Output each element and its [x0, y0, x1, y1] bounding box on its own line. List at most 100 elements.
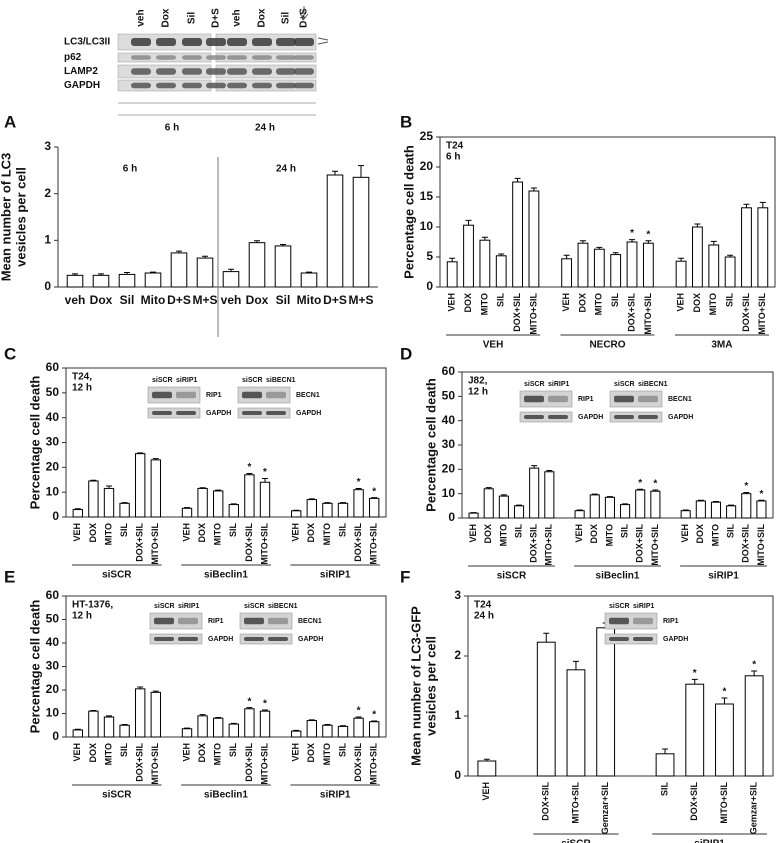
- x-tick-label: SIL: [726, 524, 736, 539]
- error-bar: [531, 465, 538, 469]
- bar: [610, 254, 622, 288]
- error-bar: [358, 165, 364, 178]
- x-tick-label: MITO+SIL: [369, 523, 379, 565]
- inset-lane-label: siSCR: [154, 603, 175, 610]
- inset-membrane: [604, 633, 658, 645]
- y-tick-label: 10: [420, 219, 434, 233]
- error-bar: [324, 724, 331, 726]
- y-tick-label: 60: [46, 588, 60, 602]
- blot-arrowhead: [299, 13, 309, 20]
- bar: [593, 248, 605, 288]
- error-bar: [758, 499, 765, 501]
- x-tick-label: Gemzar+SIL: [600, 782, 610, 835]
- plot-title: HT-1376,: [72, 600, 113, 611]
- blot-band: [252, 55, 272, 60]
- blot-band: [206, 55, 226, 60]
- bar: [291, 730, 302, 738]
- significance-mark: *: [693, 668, 697, 679]
- y-tick-label: 60: [442, 364, 456, 378]
- blot-band: [294, 82, 314, 89]
- y-axis-label: Percentage cell death: [27, 600, 42, 734]
- error-bar: [254, 240, 260, 243]
- bar: [228, 504, 239, 518]
- x-tick-label: Sil: [276, 293, 291, 307]
- error-bar: [728, 504, 735, 506]
- x-tick-label: MITO+SIL: [528, 293, 538, 335]
- inset-band: [633, 637, 653, 641]
- bar: [724, 256, 736, 288]
- bar: [135, 453, 146, 518]
- x-tick-label: MITO: [710, 524, 720, 546]
- error-bar: [596, 246, 603, 250]
- y-axis-label: Percentage cell death: [27, 376, 42, 510]
- plot-frame: [467, 595, 774, 777]
- y-axis-label: Percentage cell death: [423, 378, 438, 512]
- x-tick-label: Mito: [141, 293, 166, 307]
- blot-band: [227, 68, 247, 75]
- bar: [88, 710, 99, 738]
- inset-band: [524, 395, 544, 403]
- y-tick-label: 30: [46, 659, 60, 673]
- blot-band: [182, 38, 202, 46]
- group-label: siRIP1: [694, 839, 725, 843]
- y-tick-label: 0: [44, 279, 51, 293]
- inset-row-label: GAPDH: [298, 636, 323, 643]
- error-bar: [152, 458, 159, 460]
- bar: [150, 691, 161, 738]
- x-tick-label: VEH: [72, 523, 82, 542]
- error-bar: [662, 748, 669, 754]
- error-bar: [246, 707, 253, 709]
- x-tick-label: MITO+SIL: [650, 524, 660, 566]
- x-tick-label: DOX: [88, 523, 98, 543]
- significance-mark: *: [752, 660, 756, 671]
- group-label: siBeclin1: [204, 570, 248, 581]
- bar: [650, 490, 661, 519]
- panel-label: F: [400, 567, 410, 586]
- bar: [118, 273, 136, 288]
- error-bar: [543, 632, 550, 643]
- group-label: siBeclin1: [596, 571, 640, 582]
- inset-membrane: [237, 407, 291, 419]
- error-bar: [215, 716, 222, 719]
- blot-band: [276, 68, 296, 75]
- inset-band: [176, 411, 196, 415]
- significance-mark: *: [646, 229, 650, 240]
- inset-row-label: GAPDH: [663, 636, 688, 643]
- significance-mark: *: [759, 489, 763, 500]
- bar: [300, 272, 318, 288]
- inset-lane-label: siBECN1: [266, 377, 296, 384]
- bar: [181, 728, 193, 738]
- bar: [635, 489, 646, 519]
- x-tick-label: MITO: [498, 524, 508, 546]
- plot-title: 12 h: [468, 387, 488, 398]
- bar: [741, 207, 752, 288]
- error-bar: [612, 252, 619, 255]
- x-tick-label: DOX: [483, 524, 493, 544]
- error-bar: [246, 473, 253, 475]
- inset-row-label: RIP1: [663, 618, 679, 625]
- x-tick-label: MITO: [594, 293, 604, 315]
- y-tick-label: 5: [426, 249, 433, 263]
- error-bar: [563, 254, 570, 259]
- bar: [626, 241, 638, 288]
- error-bar: [576, 509, 583, 511]
- blot-lane-label: Sil: [281, 12, 292, 24]
- bar: [259, 710, 271, 738]
- bar: [512, 181, 523, 288]
- bar: [144, 272, 162, 288]
- error-bar: [652, 489, 659, 492]
- panel-label: A: [4, 112, 16, 131]
- error-bar: [184, 507, 190, 509]
- blot-band: [294, 38, 314, 46]
- error-bar: [72, 273, 78, 276]
- bar: [72, 729, 83, 738]
- inset-band: [609, 617, 629, 625]
- inset-row-label: GAPDH: [668, 414, 693, 421]
- group-label: VEH: [483, 340, 504, 351]
- bar: [291, 510, 302, 518]
- bar: [213, 490, 224, 518]
- plot-title: 12 h: [72, 383, 92, 394]
- blot-band: [252, 82, 272, 89]
- inset-band: [242, 391, 262, 399]
